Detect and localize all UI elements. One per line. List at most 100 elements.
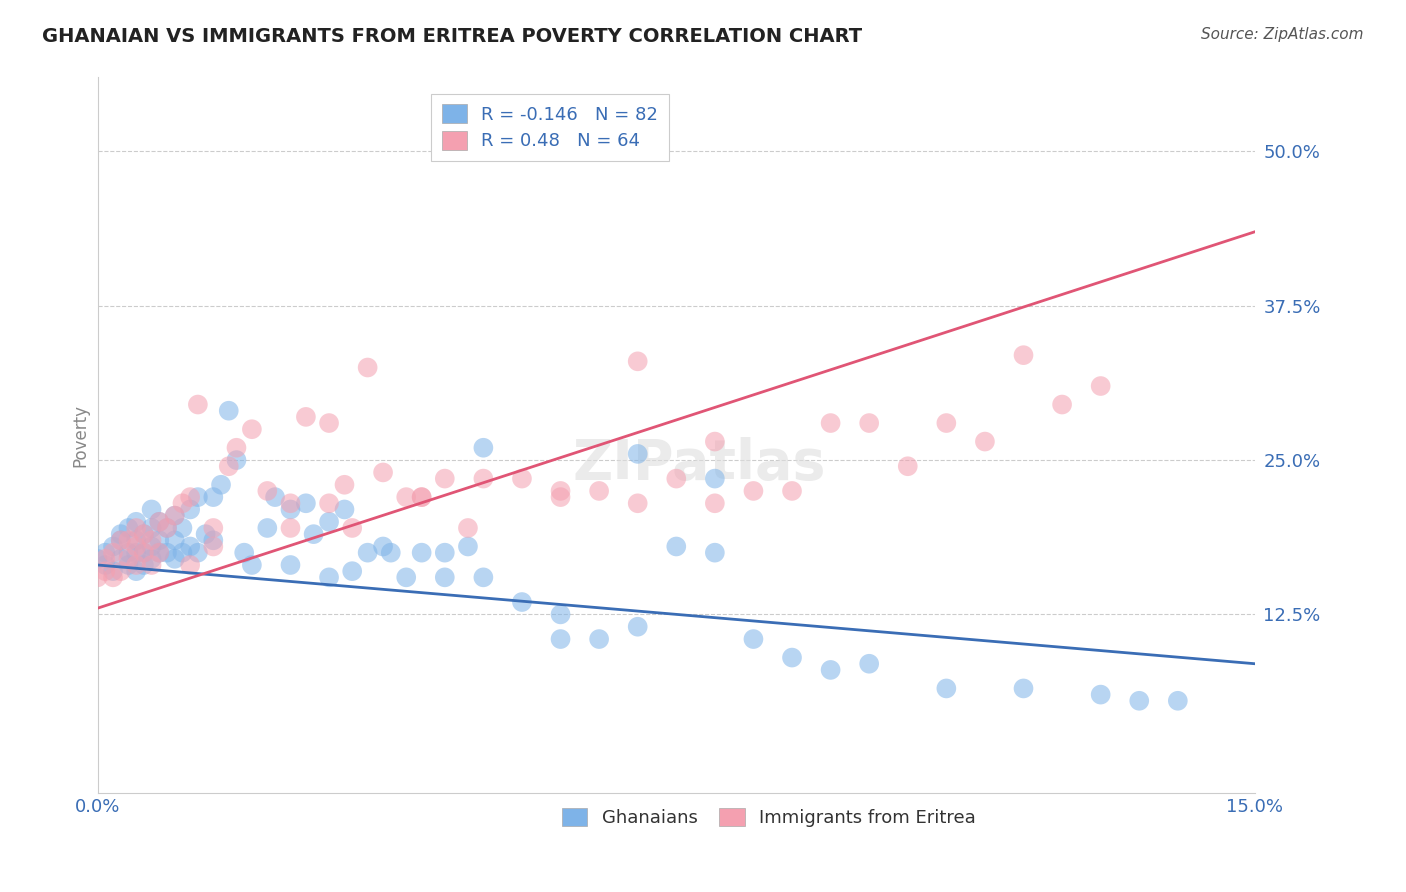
Point — [240, 422, 263, 436]
Point — [202, 490, 225, 504]
Point — [371, 466, 394, 480]
Point — [125, 533, 148, 548]
Point — [86, 570, 108, 584]
Point — [148, 546, 170, 560]
Point — [156, 521, 179, 535]
Point — [318, 496, 340, 510]
Point — [163, 551, 186, 566]
Point — [356, 360, 378, 375]
Point — [380, 546, 402, 560]
Point — [94, 558, 117, 572]
Point — [86, 551, 108, 566]
Point — [457, 521, 479, 535]
Point — [974, 434, 997, 449]
Point — [117, 558, 139, 572]
Point — [256, 521, 278, 535]
Point — [101, 570, 124, 584]
Point — [472, 441, 495, 455]
Point — [101, 564, 124, 578]
Point — [225, 441, 247, 455]
Point — [163, 508, 186, 523]
Y-axis label: Poverty: Poverty — [72, 404, 89, 467]
Point — [333, 477, 356, 491]
Point — [148, 515, 170, 529]
Point — [820, 663, 842, 677]
Point — [371, 540, 394, 554]
Point — [156, 521, 179, 535]
Point — [342, 564, 364, 578]
Point — [280, 502, 302, 516]
Point — [472, 570, 495, 584]
Point — [780, 650, 803, 665]
Point — [163, 508, 186, 523]
Point — [156, 546, 179, 560]
Point — [333, 502, 356, 516]
Point — [209, 477, 232, 491]
Point — [742, 483, 765, 498]
Point — [411, 546, 433, 560]
Point — [1128, 694, 1150, 708]
Point — [172, 521, 194, 535]
Point — [627, 447, 650, 461]
Point — [858, 657, 880, 671]
Point — [187, 490, 209, 504]
Point — [295, 409, 318, 424]
Point — [141, 558, 163, 572]
Point — [472, 472, 495, 486]
Point — [627, 354, 650, 368]
Point — [141, 521, 163, 535]
Point — [179, 502, 201, 516]
Point — [1167, 694, 1189, 708]
Point — [510, 472, 533, 486]
Point — [302, 527, 325, 541]
Point — [101, 546, 124, 560]
Point — [202, 533, 225, 548]
Point — [264, 490, 287, 504]
Text: GHANAIAN VS IMMIGRANTS FROM ERITREA POVERTY CORRELATION CHART: GHANAIAN VS IMMIGRANTS FROM ERITREA POVE… — [42, 27, 862, 45]
Point — [1012, 681, 1035, 696]
Point — [132, 558, 155, 572]
Point — [141, 502, 163, 516]
Point — [256, 483, 278, 498]
Point — [132, 546, 155, 560]
Point — [194, 527, 217, 541]
Point — [132, 527, 155, 541]
Point — [218, 459, 240, 474]
Point — [163, 533, 186, 548]
Point — [125, 558, 148, 572]
Text: Source: ZipAtlas.com: Source: ZipAtlas.com — [1201, 27, 1364, 42]
Point — [202, 521, 225, 535]
Point — [280, 496, 302, 510]
Point — [897, 459, 920, 474]
Point — [141, 551, 163, 566]
Point — [395, 490, 418, 504]
Point — [1090, 688, 1112, 702]
Point — [132, 546, 155, 560]
Point — [218, 403, 240, 417]
Point — [858, 416, 880, 430]
Point — [318, 416, 340, 430]
Point — [125, 564, 148, 578]
Point — [433, 472, 456, 486]
Point — [550, 632, 572, 646]
Point — [703, 546, 725, 560]
Point — [588, 632, 610, 646]
Point — [110, 533, 132, 548]
Point — [742, 632, 765, 646]
Point — [411, 490, 433, 504]
Point — [1090, 379, 1112, 393]
Point — [179, 558, 201, 572]
Point — [110, 533, 132, 548]
Point — [550, 483, 572, 498]
Point — [627, 496, 650, 510]
Point — [148, 533, 170, 548]
Point — [101, 540, 124, 554]
Point — [148, 515, 170, 529]
Point — [457, 540, 479, 554]
Point — [433, 570, 456, 584]
Point — [117, 546, 139, 560]
Point — [395, 570, 418, 584]
Point — [665, 472, 688, 486]
Point — [187, 398, 209, 412]
Point — [665, 540, 688, 554]
